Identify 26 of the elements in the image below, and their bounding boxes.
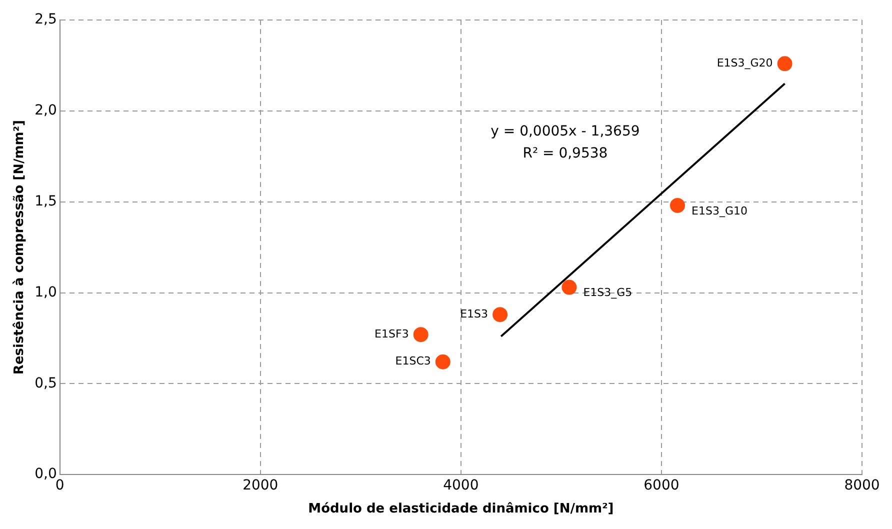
y-tick-label: 2,0	[34, 102, 57, 119]
y-tick-label: 0,0	[34, 466, 57, 482]
annotation: y = 0,0005x - 1,3659 R² = 0,9538	[490, 123, 640, 162]
annotation: E1S3_G20	[716, 56, 773, 70]
point	[435, 354, 450, 370]
y-tick-label: 0,5	[34, 375, 57, 392]
point	[670, 198, 686, 213]
annotation: E1SF3	[374, 327, 409, 340]
annotation: E1SC3	[395, 354, 431, 368]
y-tick-label: 2,5	[34, 12, 57, 28]
annotation: E1S3_G10	[692, 204, 748, 218]
annotation: E1S3	[460, 307, 488, 320]
point	[492, 307, 508, 322]
point	[413, 327, 428, 342]
annotation: E1S3_G5	[583, 286, 632, 300]
point	[777, 56, 792, 72]
y-tick-label: 1,5	[34, 193, 57, 210]
y-axis-title: Resistência à compressão [N/mm²]	[12, 120, 28, 375]
x-tick-label: 4000	[443, 478, 479, 494]
x-tick-label: 8000	[844, 478, 880, 494]
x-axis-title: Módulo de elasticidade dinâmico [N/mm²]	[308, 502, 614, 517]
y-tick-label: 1,0	[34, 284, 57, 300]
x-tick-label: 2000	[242, 478, 278, 494]
x-tick-label: 0	[55, 478, 64, 494]
x-tick-label: 6000	[644, 478, 680, 494]
point	[562, 280, 577, 295]
